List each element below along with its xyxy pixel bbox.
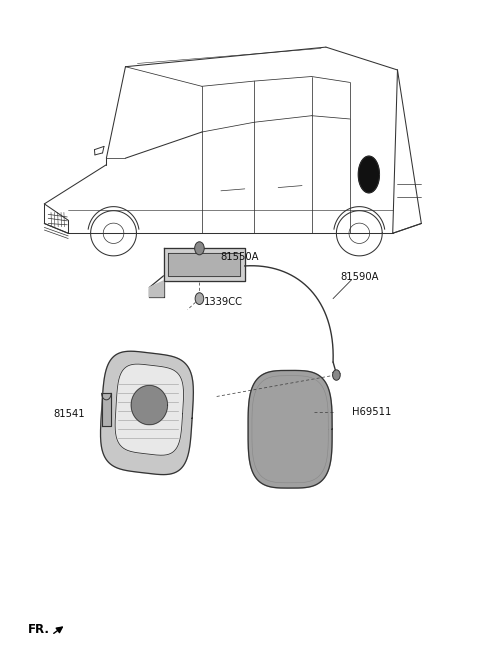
Text: 81550A: 81550A (221, 253, 259, 262)
Polygon shape (359, 156, 379, 193)
Circle shape (195, 242, 204, 255)
Polygon shape (248, 371, 332, 488)
Text: 1339CC: 1339CC (204, 297, 243, 307)
Polygon shape (168, 253, 240, 276)
Text: H69511: H69511 (352, 407, 392, 417)
Text: FR.: FR. (28, 623, 49, 636)
Polygon shape (149, 281, 164, 297)
Text: 81590A: 81590A (340, 272, 379, 282)
Circle shape (195, 293, 204, 304)
Circle shape (333, 370, 340, 380)
Polygon shape (131, 386, 168, 424)
Polygon shape (115, 364, 183, 455)
Polygon shape (100, 351, 193, 474)
Polygon shape (102, 394, 111, 426)
Text: 81541: 81541 (53, 409, 85, 419)
Polygon shape (164, 249, 245, 281)
